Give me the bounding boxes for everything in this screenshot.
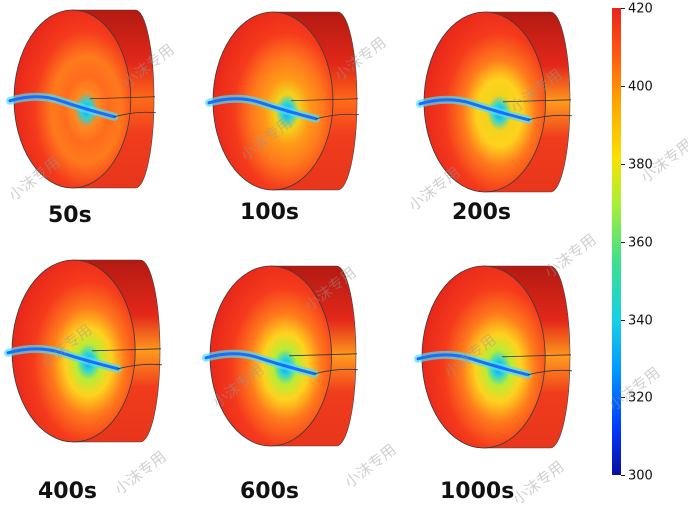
- panel-label-50s: 50s: [48, 203, 92, 228]
- panel-label-100s: 100s: [240, 200, 300, 225]
- colorbar-tick-label: 300: [628, 468, 653, 484]
- panel-label-600s: 600s: [240, 479, 300, 504]
- cylinder-400s: [4, 259, 163, 443]
- colorbar-tick-label: 380: [628, 157, 653, 173]
- colorbar-tick-label: 420: [628, 1, 653, 17]
- cylinder-600s: [202, 265, 359, 447]
- colorbar-tick-label: 320: [628, 390, 653, 406]
- colorbar-tick-label: 340: [628, 313, 653, 329]
- panel-label-1000s: 1000s: [440, 479, 515, 504]
- cylinder-100s: [205, 11, 360, 191]
- panel-label-400s: 400s: [38, 479, 98, 504]
- colorbar-tick-label: 360: [628, 235, 653, 251]
- cylinder-1000s: [414, 265, 573, 449]
- cylinder-50s: [6, 9, 157, 189]
- panel-label-200s: 200s: [452, 200, 512, 225]
- colorbar-tick-label: 400: [628, 79, 653, 95]
- colorbar: [612, 8, 621, 475]
- cylinder-200s: [416, 11, 573, 193]
